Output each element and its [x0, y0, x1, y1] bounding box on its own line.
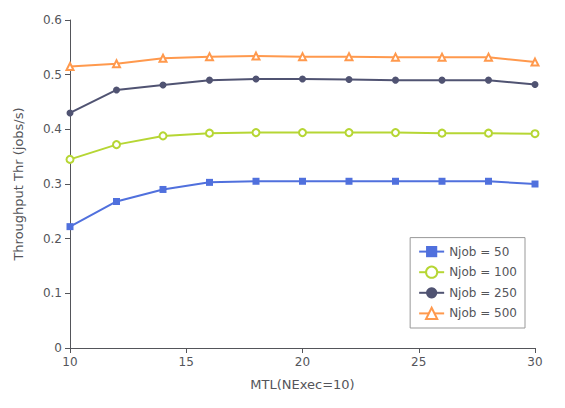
- svg-text:Throughput Thr (jobs/s): Throughput Thr (jobs/s): [11, 107, 26, 261]
- svg-text:30: 30: [527, 355, 542, 369]
- svg-text:Njob = 500: Njob = 500: [449, 306, 517, 320]
- svg-text:0.6: 0.6: [43, 13, 62, 27]
- svg-text:20: 20: [295, 355, 310, 369]
- svg-text:0.2: 0.2: [43, 232, 62, 246]
- svg-text:Njob = 250: Njob = 250: [449, 286, 517, 300]
- svg-text:0.4: 0.4: [43, 122, 62, 136]
- svg-text:0.3: 0.3: [43, 177, 62, 191]
- svg-text:25: 25: [411, 355, 426, 369]
- svg-text:0: 0: [54, 341, 62, 355]
- svg-text:MTL(NExec=10): MTL(NExec=10): [250, 377, 354, 392]
- svg-text:0.5: 0.5: [43, 68, 62, 82]
- svg-text:Njob = 100: Njob = 100: [449, 265, 517, 279]
- svg-text:Njob = 50: Njob = 50: [449, 245, 509, 259]
- svg-text:0.1: 0.1: [43, 286, 62, 300]
- svg-text:15: 15: [179, 355, 194, 369]
- svg-text:10: 10: [62, 355, 77, 369]
